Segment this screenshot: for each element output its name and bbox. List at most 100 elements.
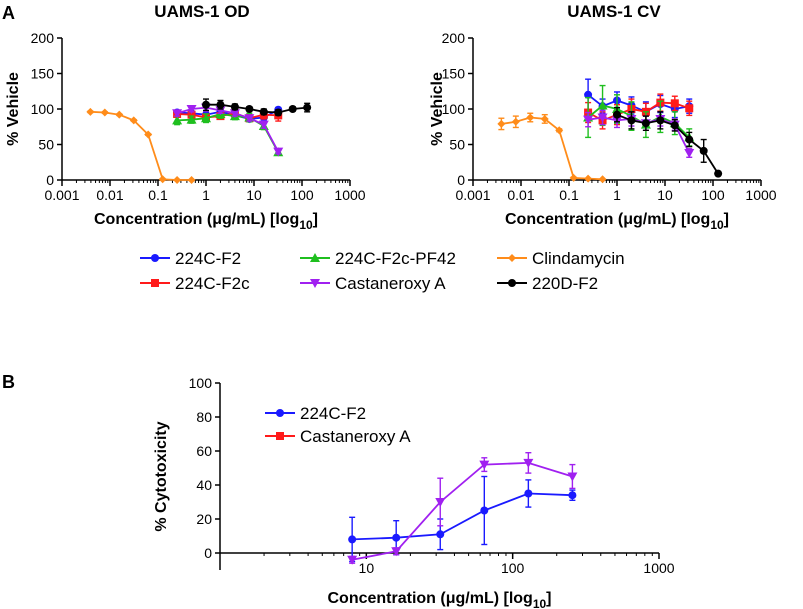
data-point: [714, 169, 723, 178]
chart-cv: 0 50 100 150 200 0.001 0.01 0.1 1 10 100 1000 Concen…: [429, 30, 777, 232]
data-point: [144, 130, 153, 139]
series-line: [352, 461, 573, 561]
data-point: [497, 119, 506, 128]
data-point: [216, 100, 225, 109]
legend-marker-circle-icon: [276, 409, 284, 417]
chart-cytotoxicity: 0 20 40 60 80 100 10 100 1000 Concentration (μg/m…: [153, 375, 675, 609]
data-point: [303, 103, 312, 112]
x-tick-label: 0.01: [96, 187, 123, 203]
y-tick-label: 200: [31, 30, 55, 46]
data-point: [288, 105, 297, 113]
data-point: [391, 547, 402, 557]
data-point: [274, 108, 283, 117]
series-line: [352, 492, 573, 541]
legend-item-224c-f2c-pf42: 224C-F2c-PF42: [300, 249, 456, 268]
legend-marker-circle-icon: [508, 279, 516, 287]
x-tick-label: 1000: [334, 187, 365, 203]
panel-label-a: A: [2, 3, 15, 23]
data-point: [230, 102, 239, 111]
y-axis-label: % Cytotoxicity: [153, 421, 170, 531]
legend-panel-b: 224C-F2 Castaneroxy A: [265, 404, 411, 446]
chart-title-od: UAMS-1 OD: [154, 2, 249, 21]
x-tick-label: 10: [246, 187, 262, 203]
data-point: [244, 114, 255, 124]
legend-item-castaneroxy-a: Castaneroxy A: [265, 427, 411, 446]
x-tick-label: 1000: [643, 560, 674, 576]
legend-item-castaneroxy-a: Castaneroxy A: [300, 274, 446, 293]
series-220d-f2: [613, 106, 723, 178]
data-point: [273, 147, 284, 157]
data-point: [435, 498, 446, 507]
x-tick-label: 1000: [745, 187, 776, 203]
legend-label: 220D-F2: [532, 274, 598, 293]
legend-item-220d-f2: 220D-F2: [497, 274, 598, 293]
data-point: [511, 117, 520, 126]
data-point: [656, 116, 665, 125]
x-tick-label: 1: [202, 187, 210, 203]
legend-marker-triangle-down-icon: [310, 279, 320, 288]
legend-label: 224C-F2: [175, 249, 241, 268]
data-point: [173, 176, 182, 184]
data-point: [392, 533, 401, 542]
data-point: [172, 115, 183, 125]
data-point: [480, 506, 489, 515]
x-axis-label: Concentration (μg/mL) [log10]: [505, 211, 729, 232]
y-tick-label: 150: [31, 66, 55, 82]
data-point: [158, 175, 167, 184]
x-tick-label: 0.001: [44, 187, 79, 203]
legend-item-224c-f2: 224C-F2: [265, 404, 366, 423]
data-point: [245, 105, 254, 113]
data-point: [172, 109, 183, 119]
legend-panel-a: 224C-F2 224C-F2c 224C-F2c-PF42 Castanero…: [140, 249, 625, 293]
y-tick-label: 100: [442, 101, 466, 117]
data-point: [641, 119, 650, 128]
x-tick-label: 0.1: [148, 187, 168, 203]
data-point: [584, 174, 593, 183]
series-clindamycin: [86, 107, 196, 184]
x-tick-label: 0.001: [455, 187, 490, 203]
data-point: [186, 105, 197, 114]
data-point: [259, 107, 268, 116]
y-tick-label: 80: [196, 409, 212, 425]
series-220d-f2: [202, 98, 312, 117]
data-point: [347, 555, 358, 565]
legend-item-224c-f2c: 224C-F2c: [140, 274, 250, 293]
data-point: [597, 100, 608, 110]
legend-marker-triangle-icon: [310, 253, 320, 262]
data-point: [670, 99, 679, 108]
x-tick-label: 0.1: [559, 187, 579, 203]
panel-label-b: B: [2, 372, 15, 392]
data-point: [187, 176, 196, 184]
series-castaneroxy-a: [347, 452, 578, 565]
data-point: [229, 109, 240, 119]
data-point: [86, 107, 95, 116]
series-224c-f2: [348, 475, 577, 563]
y-tick-label: 40: [196, 477, 212, 493]
chart-title-cv: UAMS-1 CV: [567, 2, 661, 21]
legend-marker-circle-icon: [151, 254, 159, 262]
data-point: [685, 135, 694, 144]
x-tick-label: 100: [501, 560, 525, 576]
legend-marker-diamond-icon: [508, 254, 516, 262]
data-point: [523, 458, 534, 468]
legend-label: Castaneroxy A: [300, 427, 411, 446]
legend-item-clindamycin: Clindamycin: [497, 249, 625, 268]
legend-item-224c-f2: 224C-F2: [140, 249, 241, 268]
data-point: [598, 175, 607, 184]
data-point: [100, 108, 109, 117]
legend-marker-square-icon: [276, 432, 284, 440]
y-tick-label: 20: [196, 511, 212, 527]
data-point: [348, 535, 357, 544]
data-point: [258, 120, 269, 130]
data-point: [479, 460, 490, 470]
data-point: [540, 114, 549, 123]
data-point: [685, 104, 694, 113]
x-axis-label: Concentration (μg/mL) [log10]: [94, 211, 318, 232]
data-point: [627, 116, 636, 125]
legend-label: 224C-F2: [300, 404, 366, 423]
y-tick-label: 50: [38, 137, 54, 153]
y-tick-label: 150: [442, 66, 466, 82]
data-point: [670, 121, 679, 130]
data-point: [201, 113, 211, 123]
